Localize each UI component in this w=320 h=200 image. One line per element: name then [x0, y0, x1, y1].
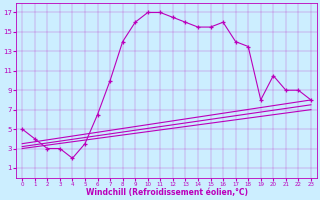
X-axis label: Windchill (Refroidissement éolien,°C): Windchill (Refroidissement éolien,°C) [85, 188, 248, 197]
